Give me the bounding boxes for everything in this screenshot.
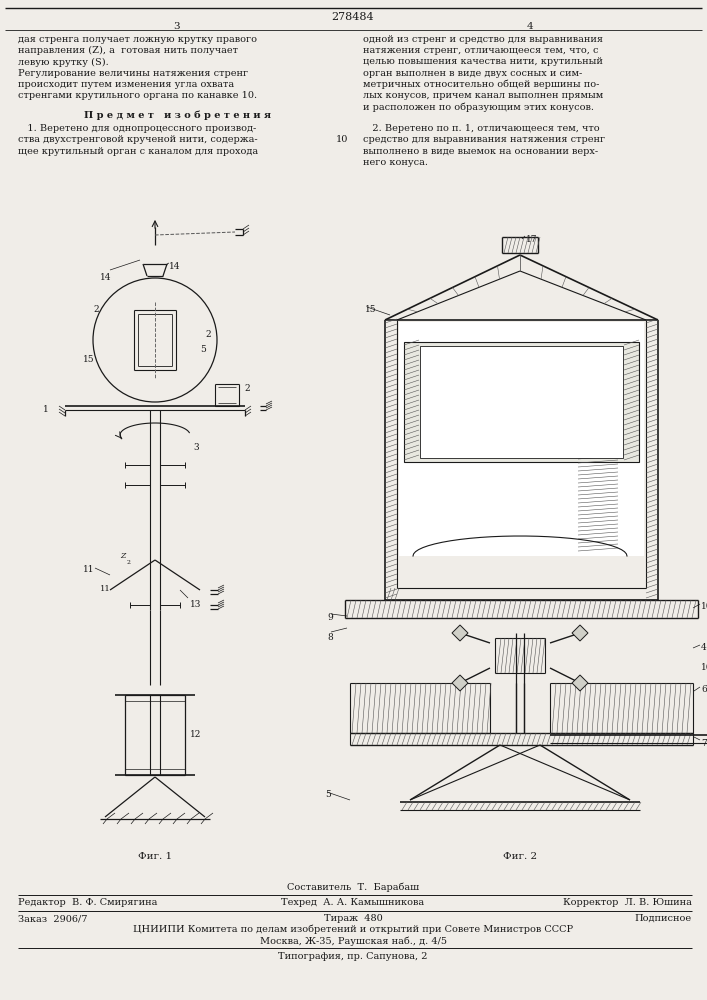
Text: ства двухстренговой крученой нити, содержа-: ства двухстренговой крученой нити, содер… <box>18 135 257 144</box>
Text: 3: 3 <box>174 22 180 31</box>
Bar <box>399 322 644 556</box>
Text: Подписное: Подписное <box>635 914 692 923</box>
Text: 2: 2 <box>93 305 98 314</box>
Polygon shape <box>452 675 468 691</box>
Text: Тираж  480: Тираж 480 <box>324 914 382 923</box>
Text: 278484: 278484 <box>332 12 374 22</box>
Text: 8: 8 <box>327 633 333 642</box>
Text: Фиг. 2: Фиг. 2 <box>503 852 537 861</box>
Text: щее крутильный орган с каналом для прохода: щее крутильный орган с каналом для прохо… <box>18 147 258 156</box>
Text: П р е д м е т   и з о б р е т е н и я: П р е д м е т и з о б р е т е н и я <box>83 110 271 120</box>
Text: 14: 14 <box>100 273 112 282</box>
Text: натяжения стренг, отличающееся тем, что, с: натяжения стренг, отличающееся тем, что,… <box>363 46 599 55</box>
Text: Москва, Ж-35, Раушская наб., д. 4/5: Москва, Ж-35, Раушская наб., д. 4/5 <box>259 936 447 946</box>
Text: 10: 10 <box>336 135 348 144</box>
Text: Техред  А. А. Камышникова: Техред А. А. Камышникова <box>281 898 425 907</box>
Text: ЦНИИПИ Комитета по делам изобретений и открытий при Совете Министров СССР: ЦНИИПИ Комитета по делам изобретений и о… <box>133 925 573 934</box>
Text: 4: 4 <box>701 643 707 652</box>
Text: 5: 5 <box>325 790 331 799</box>
Text: одной из стренг и средство для выравнивания: одной из стренг и средство для выравнива… <box>363 35 603 44</box>
Text: 16: 16 <box>701 663 707 672</box>
Bar <box>404 342 639 462</box>
Text: орган выполнен в виде двух сосных и сим-: орган выполнен в виде двух сосных и сим- <box>363 69 583 78</box>
Text: 15: 15 <box>83 355 95 364</box>
Text: 2: 2 <box>244 384 250 393</box>
Text: Заказ  2906/7: Заказ 2906/7 <box>18 914 88 923</box>
Text: и расположен по образующим этих конусов.: и расположен по образующим этих конусов. <box>363 102 594 112</box>
Text: средство для выравнивания натяжения стренг: средство для выравнивания натяжения стре… <box>363 135 605 144</box>
Text: Регулирование величины натяжения стренг: Регулирование величины натяжения стренг <box>18 69 248 78</box>
Text: 1. Веретено для однопроцессного производ-: 1. Веретено для однопроцессного производ… <box>18 124 256 133</box>
Text: 7: 7 <box>701 739 707 748</box>
Polygon shape <box>572 625 588 641</box>
Polygon shape <box>572 675 588 691</box>
Text: 17: 17 <box>526 235 537 244</box>
Text: выполнено в виде выемок на основании верх-: выполнено в виде выемок на основании вер… <box>363 147 598 156</box>
Text: 4: 4 <box>527 22 533 31</box>
Text: Корректор  Л. В. Юшина: Корректор Л. В. Юшина <box>563 898 692 907</box>
Text: Фиг. 1: Фиг. 1 <box>138 852 172 861</box>
Text: Типография, пр. Сапунова, 2: Типография, пр. Сапунова, 2 <box>279 952 428 961</box>
Text: Редактор  В. Ф. Смирягина: Редактор В. Ф. Смирягина <box>18 898 158 907</box>
Text: 2: 2 <box>205 330 211 339</box>
Text: стренгами крутильного органа по канавке 10.: стренгами крутильного органа по канавке … <box>18 91 257 100</box>
Text: направления (Z), а  готовая нить получает: направления (Z), а готовая нить получает <box>18 46 238 55</box>
Text: него конуса.: него конуса. <box>363 158 428 167</box>
Text: Z: Z <box>120 552 125 560</box>
Text: 10: 10 <box>701 602 707 611</box>
Text: 13: 13 <box>190 600 201 609</box>
Text: 5: 5 <box>200 345 206 354</box>
Bar <box>420 346 623 458</box>
Text: 12: 12 <box>190 730 201 739</box>
Text: 9: 9 <box>327 613 333 622</box>
Text: 2: 2 <box>127 560 131 565</box>
Text: лых конусов, причем канал выполнен прямым: лых конусов, причем канал выполнен прямы… <box>363 91 603 100</box>
Text: 2. Веретено по п. 1, отличающееся тем, что: 2. Веретено по п. 1, отличающееся тем, ч… <box>363 124 600 133</box>
Text: 14: 14 <box>169 262 180 271</box>
Text: дая стренга получает ложную крутку правого: дая стренга получает ложную крутку право… <box>18 35 257 44</box>
Text: 3: 3 <box>193 443 199 452</box>
Text: целью повышения качества нити, крутильный: целью повышения качества нити, крутильны… <box>363 57 603 66</box>
Text: Составитель  Т.  Барабаш: Составитель Т. Барабаш <box>287 882 419 892</box>
Polygon shape <box>452 625 468 641</box>
Text: 6: 6 <box>701 685 707 694</box>
Text: левую крутку (S).: левую крутку (S). <box>18 57 109 67</box>
Text: 1: 1 <box>43 405 49 414</box>
Text: происходит путем изменения угла охвата: происходит путем изменения угла охвата <box>18 80 234 89</box>
Text: метричных относительно общей вершины по-: метричных относительно общей вершины по- <box>363 80 600 89</box>
Text: 15: 15 <box>365 305 377 314</box>
Text: 11: 11 <box>100 585 111 593</box>
Text: 11: 11 <box>83 565 95 574</box>
